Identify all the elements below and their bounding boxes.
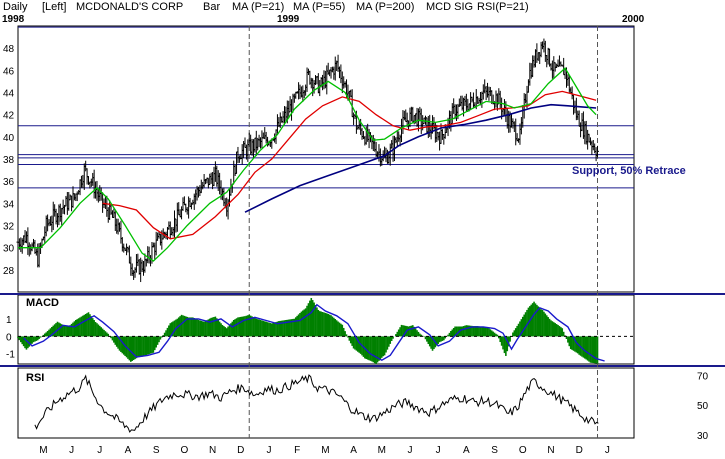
month-label: N: [547, 445, 554, 456]
macd-tick-label: 1: [6, 315, 12, 326]
price-tick-label: 48: [3, 44, 15, 55]
price-tick-label: 42: [3, 111, 15, 122]
legend-rsi: RSI(P=21): [477, 1, 529, 13]
month-label: M: [39, 445, 47, 456]
month-label: J: [69, 445, 74, 456]
macd-tick-label: 0: [6, 332, 12, 343]
month-label: D: [576, 445, 583, 456]
rsi-tick-label: 50: [697, 401, 709, 412]
period-label: Daily: [3, 1, 28, 13]
price-tick-label: 28: [3, 266, 15, 277]
chart-title: MCDONALD'S CORP: [76, 1, 183, 13]
month-label: S: [153, 445, 160, 456]
year-label-1999: 1999: [277, 14, 300, 25]
macd-tick-label: -1: [6, 350, 15, 361]
legend-ma55: MA (P=55): [293, 1, 345, 13]
style-label: Bar: [203, 1, 220, 13]
month-label: O: [519, 445, 527, 456]
price-axis-ticks: 28 30 32 34 36 38 40 42 44 46 48: [3, 44, 15, 277]
price-panel-frame: [17, 25, 635, 293]
axis-side-label: [Left]: [42, 1, 66, 13]
month-label: O: [180, 445, 188, 456]
month-label: M: [378, 445, 386, 456]
price-tick-label: 46: [3, 66, 15, 77]
rsi-line: [34, 374, 599, 433]
month-label: A: [125, 445, 132, 456]
month-label: D: [237, 445, 244, 456]
year-label-1998: 1998: [2, 14, 25, 25]
price-tick-label: 32: [3, 222, 15, 233]
price-tick-label: 30: [3, 244, 15, 255]
support-resistance-lines: [18, 26, 634, 189]
month-label: F: [294, 445, 300, 456]
moving-averages: [18, 67, 597, 262]
month-label: A: [463, 445, 470, 456]
price-tick-label: 36: [3, 177, 15, 188]
month-label: J: [266, 445, 271, 456]
month-label: J: [97, 445, 102, 456]
price-tick-label: 44: [3, 89, 15, 100]
legend-ma200: MA (P=200): [356, 1, 414, 13]
ma200-line: [244, 103, 597, 213]
ma21-line: [18, 67, 597, 262]
month-label: M: [321, 445, 329, 456]
month-label: N: [209, 445, 216, 456]
price-tick-label: 34: [3, 199, 15, 210]
year-label-2000: 2000: [622, 14, 645, 25]
rsi-tick-label: 70: [697, 371, 709, 382]
legend-ma21: MA (P=21): [232, 1, 284, 13]
rsi-series: [34, 374, 599, 433]
macd-panel-title: MACD: [26, 297, 59, 309]
month-label: J: [605, 445, 610, 456]
macd-signal-line: [23, 303, 605, 362]
month-label: J: [436, 445, 441, 456]
month-label: J: [407, 445, 412, 456]
legend-macd-signal: MCD SIG: [426, 1, 473, 13]
price-tick-label: 40: [3, 133, 15, 144]
rsi-panel-title: RSI: [26, 372, 44, 384]
month-label: A: [350, 445, 357, 456]
macd-series: [17, 298, 634, 364]
rsi-axis-ticks: 70 50 30: [697, 371, 709, 442]
month-label: S: [491, 445, 498, 456]
support-annotation: Support, 50% Retrace: [572, 165, 686, 177]
year-divider-lines: [248, 26, 599, 438]
macd-axis-ticks: 1 0 -1: [6, 315, 15, 361]
rsi-tick-label: 30: [697, 431, 709, 442]
rsi-panel-frame: [17, 367, 635, 439]
price-tick-label: 38: [3, 155, 15, 166]
